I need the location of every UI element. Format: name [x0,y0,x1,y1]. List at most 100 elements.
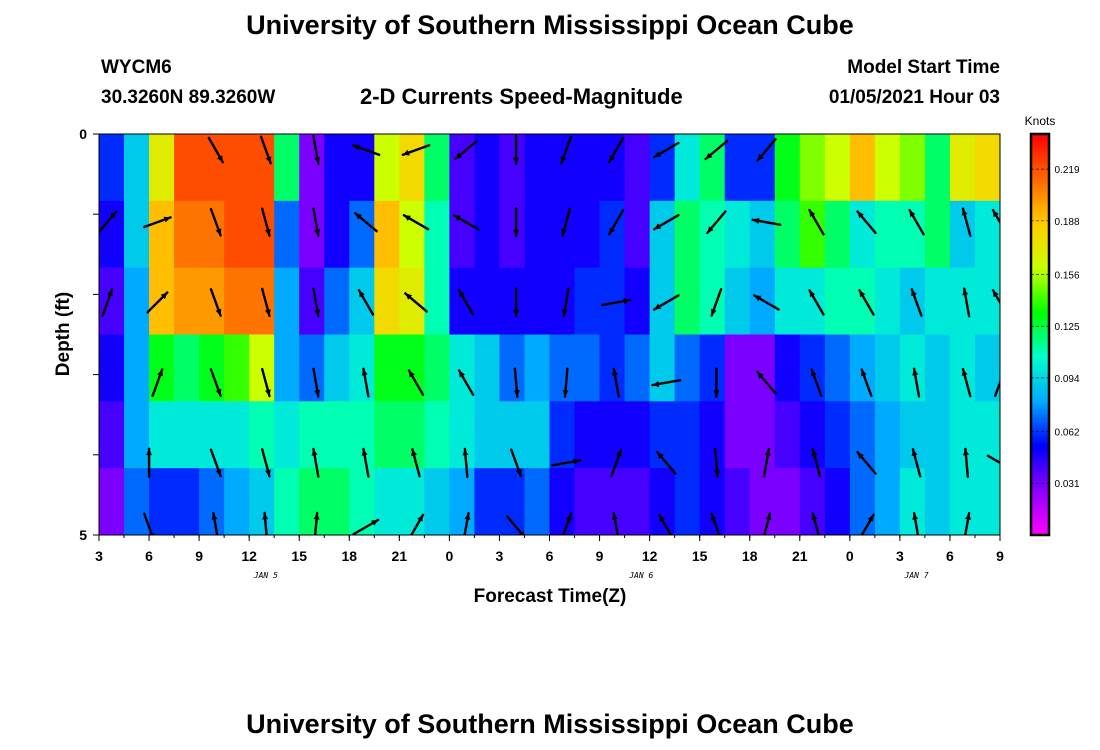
current-arrow [411,448,421,478]
current-arrow [710,512,721,535]
current-arrow [560,135,573,165]
axes: 3 6 9 12 15 18 21 0 3 6 9 12 15 18 21 0 3 6 9 JAN 5 JAN 6 JAN… [79,126,1004,580]
heatmap-cell [99,401,125,469]
colorbar-gradient [1029,132,1051,537]
heatmap-cell [99,334,125,402]
heatmap-cell [724,468,751,535]
x-tick-label: 3 [496,548,504,564]
heatmap-cell [624,401,651,469]
heatmap-cell [774,468,801,535]
heatmap-cell [224,267,250,336]
current-arrow [262,511,269,535]
heatmap-cell [399,200,425,269]
current-arrow [856,210,877,235]
heatmap-cell [1000,401,1026,468]
heatmap-cell [574,267,601,336]
heatmap-cell [524,401,551,469]
heatmap-cell [799,334,826,402]
heatmap-cell [824,200,851,269]
current-arrow [858,289,875,316]
heatmap-cell [274,267,300,336]
model-start-value: 01/05/2021 Hour 03 [828,87,1000,108]
heatmap-cell [724,334,751,402]
current-arrow [961,207,972,237]
current-arrow [962,447,969,478]
heatmap-cell [874,401,901,469]
heatmap-cell [349,334,375,402]
heatmap-cell [324,401,350,469]
heatmap-cell [599,468,626,535]
heatmap-cell [774,267,801,336]
heatmap-cell [849,468,876,535]
current-arrow [961,367,972,398]
heatmap-cell [99,468,125,535]
heatmap-cell [474,200,501,269]
current-arrow [658,513,673,535]
current-arrow [601,298,632,307]
heatmap-cell [99,200,125,269]
current-arrow [911,448,922,478]
heatmap-cell [1000,335,1026,402]
heatmap-cell [849,134,876,202]
heatmap-cell [374,200,400,269]
heatmap-cell [849,200,876,269]
heatmap-cell [824,468,851,535]
x-tick-label: 0 [445,548,453,564]
heatmap-cell [599,401,626,469]
heatmap-cell [724,267,751,336]
heatmap-cell [874,200,901,269]
heatmap-cell [499,134,526,202]
current-arrow [561,207,571,237]
heatmap-cell [849,267,876,336]
x-tick-label: 3 [95,548,103,564]
heatmap-cell [624,134,651,202]
heatmap-cell [874,134,901,202]
current-arrow [811,512,820,535]
heatmap-cell [749,334,776,402]
current-arrow [704,139,729,161]
heatmap-cell [124,134,150,202]
heatmap-cell [499,200,526,269]
heatmap-cell [674,334,701,402]
current-arrow [209,448,222,478]
heatmap-cell [574,401,601,469]
heatmap-cell [824,334,851,402]
heatmap-cell [399,267,425,336]
heatmap-cell [249,267,275,336]
current-arrow [706,210,727,235]
heatmap-cell [474,267,501,336]
current-arrow [751,217,782,226]
station-id: WYCM6 [101,57,172,78]
heatmap-cell [849,334,876,402]
heatmap-cell [299,267,325,336]
heatmap-cell [399,134,425,202]
colorbar-tick-label: 0.031 [1054,479,1079,490]
current-arrow [457,369,475,396]
heatmap-cell [699,134,726,202]
heatmap-cell [674,468,701,535]
current-arrow [146,291,169,314]
heatmap-cell [774,134,801,202]
x-tick-label: 3 [896,548,904,564]
heatmap-cell [574,468,601,535]
heatmap-cell [899,134,926,202]
heatmap-cell [424,200,450,269]
heatmap-cell [324,468,350,535]
heatmap-cell [424,267,450,336]
heatmap-cell [174,401,200,469]
station-coordinates: 30.3260N 89.3260W [101,87,276,108]
heatmap-cell [649,468,676,535]
heatmap-cell [99,134,125,202]
heatmap-cell [674,401,701,469]
current-arrow [510,448,523,478]
heatmap-cell [549,401,576,469]
current-arrow [352,518,380,535]
heatmap-cell [499,468,526,535]
heatmap-cell [124,267,150,336]
heatmap-cell [774,401,801,469]
heatmap-cell [824,134,851,202]
current-arrow [311,447,320,478]
x-tick-label: 9 [195,548,203,564]
heatmap-cell [424,334,450,402]
heatmap-cell [899,334,926,402]
